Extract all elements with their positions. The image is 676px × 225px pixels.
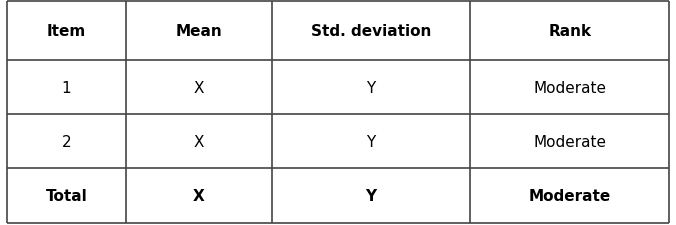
Text: Mean: Mean (176, 24, 222, 39)
Text: Moderate: Moderate (529, 188, 611, 203)
Text: Y: Y (366, 134, 376, 149)
Text: Y: Y (366, 80, 376, 95)
Text: Rank: Rank (548, 24, 592, 39)
Text: Y: Y (366, 188, 377, 203)
Text: Moderate: Moderate (533, 134, 606, 149)
Text: Total: Total (45, 188, 87, 203)
Text: Std. deviation: Std. deviation (311, 24, 431, 39)
Text: X: X (193, 134, 204, 149)
Text: Item: Item (47, 24, 86, 39)
Text: 2: 2 (62, 134, 71, 149)
Text: X: X (193, 80, 204, 95)
Text: X: X (193, 188, 205, 203)
Text: Moderate: Moderate (533, 80, 606, 95)
Text: 1: 1 (62, 80, 71, 95)
